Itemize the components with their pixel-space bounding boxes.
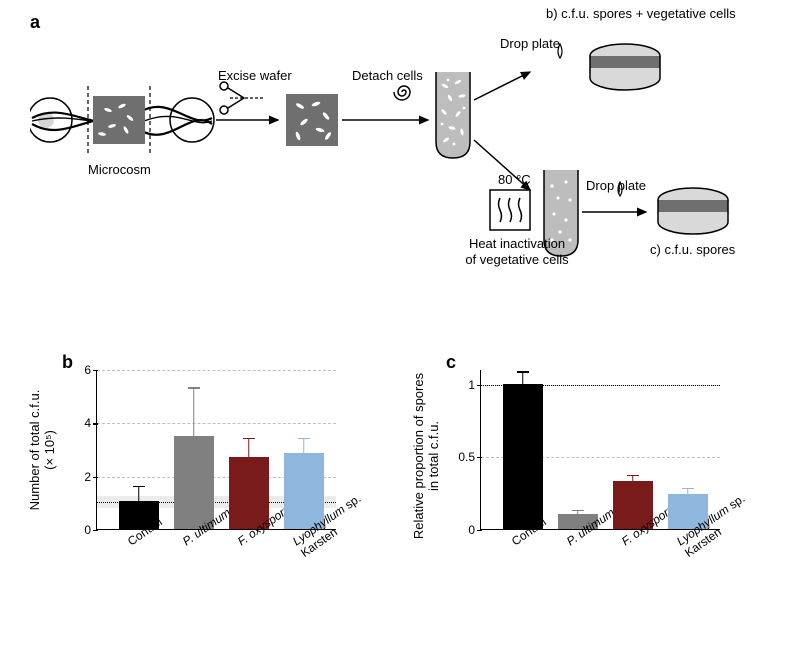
- ytick-label: 2: [67, 470, 97, 484]
- ytick-label: 0.5: [451, 450, 481, 464]
- ytick-label: 0: [67, 523, 97, 537]
- error-cap: [517, 371, 529, 373]
- error-cap: [133, 486, 145, 488]
- error-bar: [193, 388, 195, 436]
- chart-b: Number of total c.f.u. (× 10⁵) 0246Contr…: [36, 360, 376, 630]
- detach-label: Detach cells: [352, 68, 423, 83]
- drop-plate-bottom-label: Drop plate: [586, 178, 646, 193]
- ytick-label: 6: [67, 363, 97, 377]
- gridline: [97, 423, 336, 424]
- chart-b-plot: 0246ControlP. ultimumF. oxysporumLyophyl…: [96, 370, 336, 530]
- error-cap: [188, 387, 200, 389]
- ytick-label: 4: [67, 416, 97, 430]
- drop-plate-top-label: Drop plate: [500, 36, 560, 51]
- chart-b-ylabel: Number of total c.f.u. (× 10⁵): [27, 390, 57, 511]
- bar: [503, 384, 543, 529]
- path-b-label: b) c.f.u. spores + vegetative cells: [546, 6, 736, 21]
- chart-c-plot: 00.51ControlP. ultimumF. oxysporumLyophy…: [480, 370, 720, 530]
- ytick-label: 0: [451, 523, 481, 537]
- chart-c: Relative proportion of spores in total c…: [420, 360, 760, 630]
- chart-c-ylabel-2: in total c.f.u.: [426, 373, 441, 539]
- heat-label-1: Heat inactivation: [462, 236, 572, 251]
- error-bar: [138, 486, 140, 501]
- microcosm-label: Microcosm: [88, 162, 151, 177]
- error-cap: [572, 510, 584, 512]
- path-c-label: c) c.f.u. spores: [650, 242, 735, 257]
- ytick-label: 1: [451, 378, 481, 392]
- gridline: [97, 370, 336, 371]
- error-cap: [298, 438, 310, 440]
- chart-b-ylabel-2: (× 10⁵): [42, 390, 57, 511]
- error-bar: [522, 372, 524, 384]
- heat-label-2: of vegetative cells: [462, 252, 572, 267]
- heat-temp-label: 80 °C: [498, 172, 531, 187]
- error-bar: [303, 438, 305, 453]
- chart-c-ylabel: Relative proportion of spores in total c…: [411, 373, 441, 539]
- chart-b-ylabel-1: Number of total c.f.u.: [27, 390, 42, 511]
- error-cap: [627, 475, 639, 477]
- error-cap: [682, 488, 694, 490]
- chart-c-ylabel-1: Relative proportion of spores: [411, 373, 426, 539]
- error-cap: [243, 438, 255, 440]
- excise-label: Excise wafer: [218, 68, 292, 83]
- workflow-diagram: Microcosm Excise wafer Detach cells Drop…: [30, 30, 760, 340]
- bar: [174, 436, 214, 529]
- error-bar: [248, 438, 250, 457]
